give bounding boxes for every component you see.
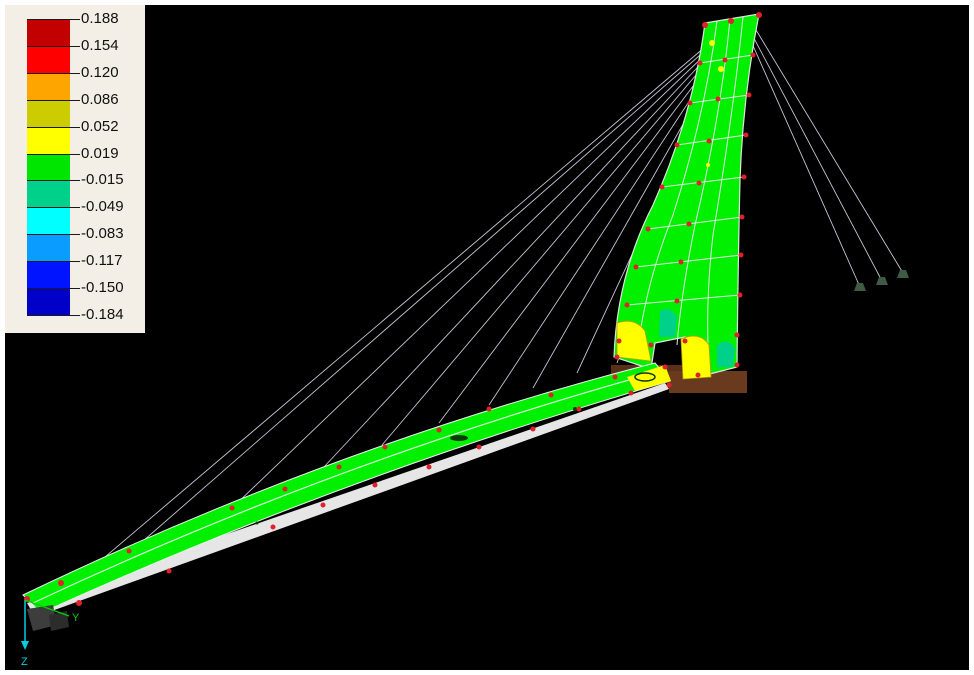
legend-color-swatch <box>27 19 70 46</box>
legend-tick <box>70 180 80 182</box>
contour-legend: 0.188 0.154 0.120 0.086 0.052 0.019 -0.015 -0.0… <box>5 5 145 333</box>
back-anchor-supports <box>854 270 909 291</box>
legend-value-label: -0.184 <box>81 305 124 323</box>
bridge-model-canvas[interactable]: Y Z <box>5 5 969 670</box>
legend-color-swatch <box>27 99 70 127</box>
legend-tick <box>70 261 80 263</box>
model-viewport[interactable]: Y Z 0.188 0.154 0.120 0.086 0.052 0.019 -0.015… <box>5 5 969 670</box>
legend-color-swatch <box>27 126 70 154</box>
legend-value-label: -0.150 <box>81 279 124 296</box>
legend-color-swatch <box>27 153 70 181</box>
legend-color-swatch <box>27 45 70 73</box>
legend-color-swatch <box>27 288 70 316</box>
z-axis-label: Z <box>21 656 28 668</box>
pylon <box>613 12 762 380</box>
legend-tick <box>70 99 80 101</box>
legend-tick <box>70 45 80 47</box>
legend-value-label: -0.117 <box>81 252 123 270</box>
legend-value-label: 0.019 <box>81 144 119 162</box>
legend-value-label: -0.049 <box>81 198 124 216</box>
legend-color-swatch <box>27 72 70 100</box>
bridge-deck <box>22 362 672 631</box>
legend-tick <box>70 234 80 236</box>
legend-value-label: 0.154 <box>81 36 119 54</box>
y-axis-label: Y <box>72 612 80 624</box>
axis-triad: Y Z <box>21 599 80 668</box>
legend-tick <box>70 19 80 20</box>
legend-tick <box>70 207 80 209</box>
legend-color-swatch <box>27 207 70 235</box>
legend-color-swatch <box>27 180 70 208</box>
legend-value-label: -0.015 <box>81 171 124 189</box>
legend-color-swatch <box>27 261 70 289</box>
legend-value-label: -0.083 <box>81 225 124 243</box>
legend-tick <box>70 126 80 128</box>
legend-color-swatch <box>27 234 70 262</box>
legend-tick <box>70 72 80 74</box>
legend-tick <box>70 153 80 155</box>
legend-value-label: 0.188 <box>81 10 119 27</box>
legend-value-label: 0.120 <box>81 63 119 81</box>
cable-stays <box>64 22 904 592</box>
legend-tick <box>70 288 80 289</box>
legend-value-label: 0.086 <box>81 90 119 108</box>
legend-value-label: 0.052 <box>81 117 119 135</box>
legend-tick <box>70 314 80 316</box>
